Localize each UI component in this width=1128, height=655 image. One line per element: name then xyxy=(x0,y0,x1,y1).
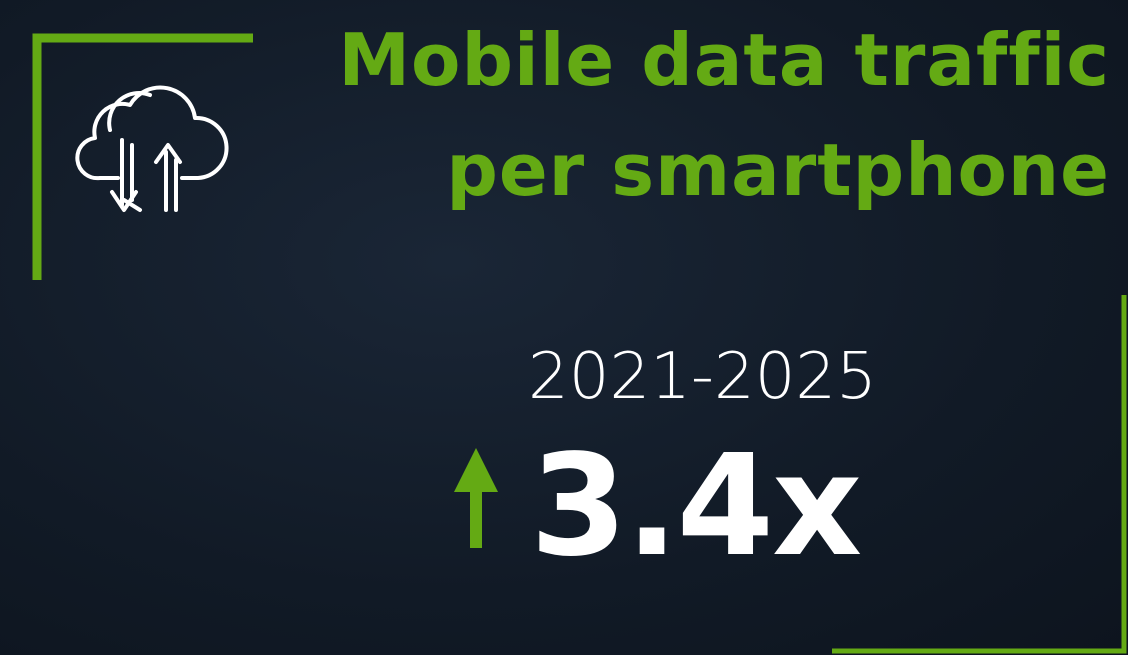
growth-value: 3.4x xyxy=(530,425,862,588)
title-line: per smartphone xyxy=(446,128,1110,212)
period: 2021-2025 xyxy=(528,340,877,414)
cloud-icon xyxy=(75,85,229,212)
title-line: Mobile data traffic xyxy=(338,18,1110,102)
corner-frame xyxy=(832,295,1127,654)
up-arrow xyxy=(454,448,498,548)
corner-frame xyxy=(32,33,253,280)
